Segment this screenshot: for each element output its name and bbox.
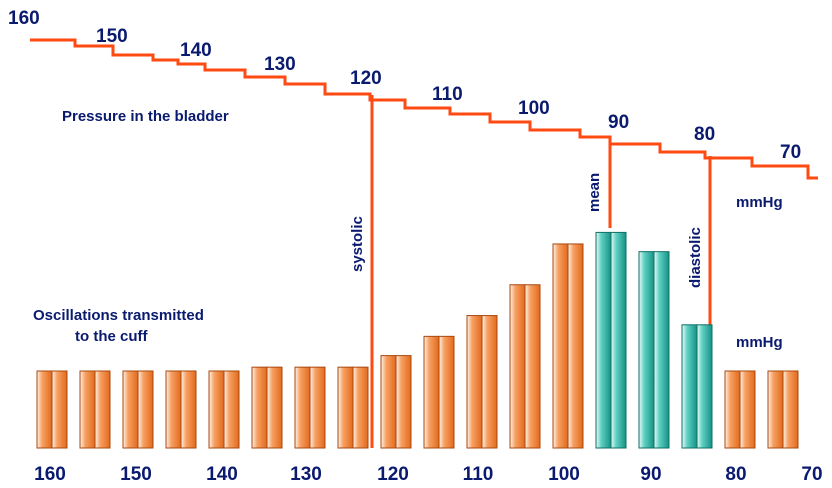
oscillation-bar-115 <box>423 335 455 449</box>
oscillation-bar-130 <box>294 366 326 449</box>
oscillation-bar-half <box>94 370 111 449</box>
oscillation-bar-half <box>438 335 455 449</box>
oscillation-bar-half <box>208 370 225 449</box>
unit-label-bottom: mmHg <box>736 334 783 351</box>
oscillation-bar-half <box>509 284 526 449</box>
axis-label-130: 130 <box>290 464 322 485</box>
oscillation-bar-half <box>767 370 784 449</box>
pressure-staircase-line <box>30 38 818 180</box>
oscillation-bar-80 <box>724 370 756 449</box>
oscillation-bar-half <box>595 231 612 449</box>
oscillation-bar-125 <box>337 366 369 449</box>
oscillation-bar-105 <box>509 284 541 449</box>
oscillation-bar-half <box>294 366 311 449</box>
pressure-label-110: 110 <box>432 84 463 105</box>
pressure-label-150: 150 <box>96 26 128 47</box>
bottom-pressure-axis: 160 150 140 130 120 110 100 90 80 70 <box>34 464 822 485</box>
oscillation-bar-75 <box>767 370 799 449</box>
axis-label-110: 110 <box>463 464 494 485</box>
oscillation-bar-150 <box>122 370 154 449</box>
axis-label-90: 90 <box>640 464 661 485</box>
axis-label-100: 100 <box>548 464 580 485</box>
oscillation-bar-85 <box>681 324 713 449</box>
pressure-label-120: 120 <box>350 68 382 89</box>
systolic-label: systolic <box>349 216 366 272</box>
oscillations-label-line1: Oscillations transmitted <box>33 307 204 324</box>
oscillation-bar-half <box>79 370 96 449</box>
oscillation-bar-140 <box>208 370 240 449</box>
oscillation-bar-half <box>266 366 283 449</box>
oscillation-bar-half <box>251 366 268 449</box>
oscillation-bar-half <box>681 324 698 449</box>
oscillation-bar-half <box>180 370 197 449</box>
oscillation-bar-half <box>337 366 354 449</box>
pressure-label-70: 70 <box>780 142 801 163</box>
oscillation-bar-half <box>724 370 741 449</box>
oscillation-bar-half <box>696 324 713 449</box>
axis-label-140: 140 <box>206 464 238 485</box>
pressure-label-140: 140 <box>180 40 212 61</box>
axis-label-80: 80 <box>725 464 746 485</box>
oscillation-bar-90 <box>638 251 670 449</box>
oscillation-bar-half <box>137 370 154 449</box>
oscillation-bar-half <box>352 366 369 449</box>
oscillation-bar-half <box>309 366 326 449</box>
oscillation-bar-half <box>610 231 627 449</box>
oscillation-bar-half <box>395 355 412 449</box>
oscillation-bars <box>36 231 799 449</box>
oscillation-bar-half <box>653 251 670 449</box>
oscillation-bar-half <box>165 370 182 449</box>
oscillation-bar-half <box>552 243 569 449</box>
oscillation-bar-145 <box>165 370 197 449</box>
oscillation-bar-half <box>481 315 498 449</box>
oscillation-bar-half <box>51 370 68 449</box>
pressure-label-160: 160 <box>8 8 40 29</box>
oscillation-bar-110 <box>466 315 498 449</box>
oscillation-bar-155 <box>79 370 111 449</box>
oscillation-bar-half <box>423 335 440 449</box>
oscillation-bar-half <box>122 370 139 449</box>
oscillation-bar-half <box>524 284 541 449</box>
pressure-label-130: 130 <box>264 54 296 75</box>
pressure-in-bladder-label: Pressure in the bladder <box>62 108 229 125</box>
oscillation-bar-half <box>223 370 240 449</box>
oscillation-bar-135 <box>251 366 283 449</box>
oscillation-bar-half <box>466 315 483 449</box>
oscillation-bar-half <box>567 243 584 449</box>
axis-label-70: 70 <box>801 464 822 485</box>
oscillation-bar-half <box>36 370 53 449</box>
mean-label: mean <box>586 173 603 212</box>
oscillation-bar-100 <box>552 243 584 449</box>
pressure-label-80: 80 <box>694 124 715 145</box>
pressure-label-100: 100 <box>518 98 550 119</box>
oscillation-bar-160 <box>36 370 68 449</box>
oscillation-bar-half <box>739 370 756 449</box>
axis-label-150: 150 <box>120 464 152 485</box>
diastolic-label: diastolic <box>687 227 704 288</box>
pressure-label-90: 90 <box>608 112 629 133</box>
axis-label-160: 160 <box>34 464 66 485</box>
oscillation-bar-half <box>638 251 655 449</box>
axis-label-120: 120 <box>377 464 409 485</box>
unit-label-top: mmHg <box>736 194 783 211</box>
oscillation-bar-120 <box>380 355 412 449</box>
oscillation-bar-half <box>380 355 397 449</box>
oscillation-bar-half <box>782 370 799 449</box>
oscillation-bar-95 <box>595 231 627 449</box>
oscillations-label-line2: to the cuff <box>75 328 148 345</box>
pressure-staircase-labels: 160 150 140 130 120 110 100 90 80 70 <box>8 8 801 163</box>
